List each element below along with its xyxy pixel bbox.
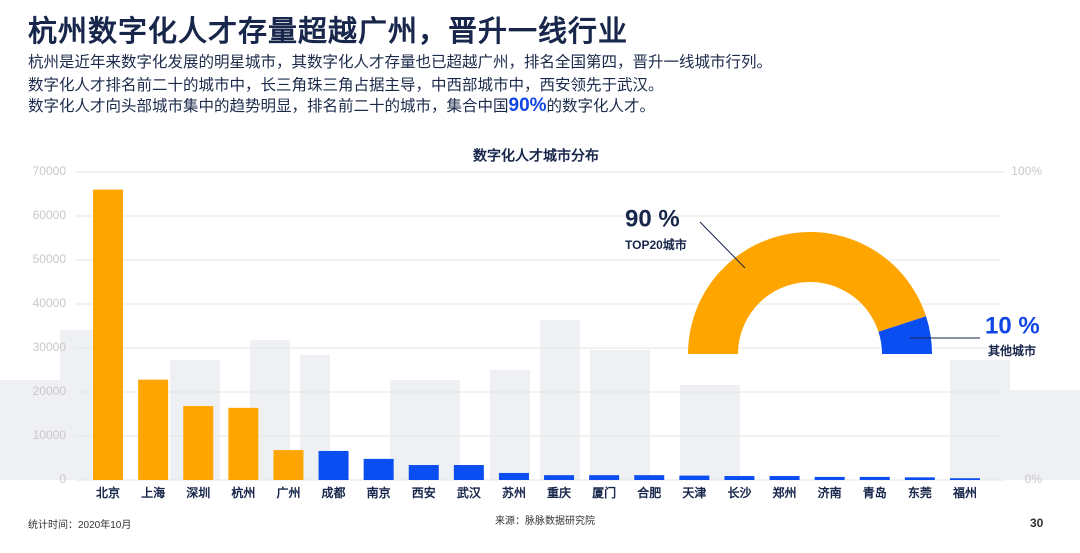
value-label: 90 %	[625, 205, 680, 232]
y-tick-label: 70000	[33, 164, 67, 178]
slice-label: TOP20城市	[625, 237, 687, 252]
bar	[544, 475, 575, 480]
x-tick-label: 青岛	[863, 485, 887, 500]
bar	[498, 472, 529, 480]
x-tick-label: 天津	[682, 485, 706, 500]
x-tick-label: 济南	[818, 485, 842, 500]
bar	[408, 465, 439, 480]
bar	[724, 476, 755, 480]
bar	[904, 477, 935, 480]
leader-line	[699, 221, 746, 269]
x-tick-label: 东莞	[908, 485, 932, 500]
bar	[363, 458, 394, 480]
bar	[318, 450, 349, 480]
text: 的数字化人才。	[546, 98, 656, 115]
bar	[93, 189, 124, 480]
y-tick-label: 0	[59, 472, 66, 486]
y2-tick-label: 100%	[1011, 164, 1042, 178]
bar	[453, 465, 484, 480]
paragraph: 杭州是近年来数字化发展的明星城市，其数字化人才存量也已超越广州，排名全国第四，晋…	[28, 50, 772, 72]
footer-date: 统计时间：2020年10月	[28, 520, 132, 531]
text: 杭州是近年来数字化发展的明星城市，其数字化人才存量也已超越广州，排名全国第四，晋…	[28, 54, 773, 71]
bar	[949, 478, 980, 480]
bar	[138, 379, 169, 480]
x-tick-label: 深圳	[186, 485, 210, 500]
y-tick-label: 20000	[33, 384, 67, 398]
page-title: 杭州数字化人才存量超越广州，晋升一线行业	[28, 16, 629, 48]
x-tick-label: 广州	[276, 485, 300, 500]
x-tick-label: 武汉	[457, 485, 482, 500]
x-tick-label: 郑州	[773, 485, 797, 500]
x-tick-label: 南京	[367, 485, 391, 500]
x-tick-label: 苏州	[502, 485, 526, 500]
x-tick-label: 北京	[96, 485, 120, 500]
donut-slice	[878, 316, 932, 354]
x-tick-label: 厦门	[592, 485, 616, 500]
footer-source: 来源：脉脉数据研究院	[495, 516, 595, 527]
slice-label: 其他城市	[988, 343, 1036, 358]
bar	[634, 475, 665, 480]
donut-slice	[688, 232, 927, 354]
bar	[679, 475, 710, 480]
highlight: 90%	[508, 95, 547, 116]
bar	[814, 476, 845, 480]
bar	[769, 476, 800, 480]
paragraph: 数字化人才向头部城市集中的趋势明显，排名前二十的城市，集合中国90%的数字化人才…	[28, 94, 655, 117]
bar	[589, 475, 620, 480]
page-number: 30	[1030, 516, 1044, 530]
bar	[273, 450, 304, 480]
y-tick-label: 30000	[33, 340, 67, 354]
x-tick-label: 长沙	[727, 485, 751, 500]
y-tick-label: 40000	[33, 296, 67, 310]
x-tick-label: 成都	[322, 485, 346, 500]
x-tick-label: 上海	[141, 485, 165, 500]
text: 数字化人才排名前二十的城市中，长三角珠三角占据主导，中西部城市中，西安领先于武汉…	[28, 77, 664, 94]
bar	[859, 476, 890, 480]
y-tick-label: 50000	[33, 252, 67, 266]
chart-title: 数字化人才城市分布	[473, 148, 599, 164]
x-tick-label: 西安	[412, 485, 436, 500]
x-tick-label: 杭州	[231, 485, 255, 500]
bar	[228, 407, 259, 480]
y2-tick-label: 0%	[1025, 472, 1043, 486]
x-tick-label: 合肥	[637, 485, 661, 500]
bar	[183, 406, 214, 480]
value-label: 10 %	[985, 312, 1040, 339]
x-tick-label: 重庆	[547, 485, 571, 500]
text: 数字化人才向头部城市集中的趋势明显，排名前二十的城市，集合中国	[28, 98, 509, 115]
paragraph: 数字化人才排名前二十的城市中，长三角珠三角占据主导，中西部城市中，西安领先于武汉…	[28, 73, 664, 95]
y-tick-label: 10000	[33, 428, 67, 442]
x-tick-label: 福州	[952, 485, 977, 500]
skyline	[0, 320, 1080, 480]
y-tick-label: 60000	[33, 208, 67, 222]
